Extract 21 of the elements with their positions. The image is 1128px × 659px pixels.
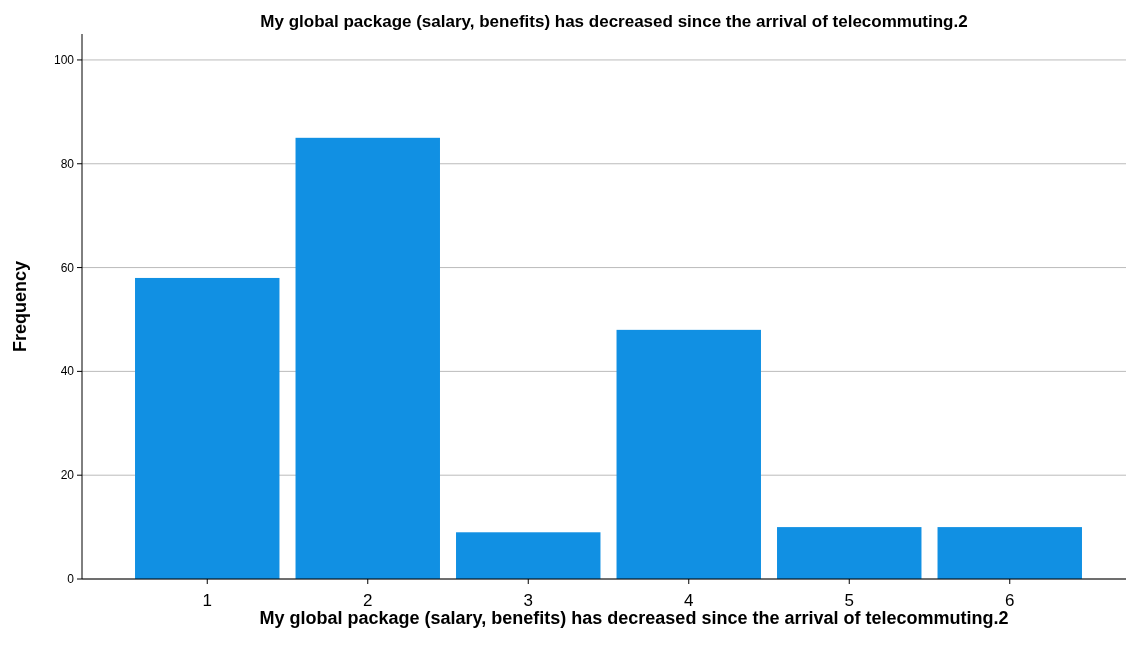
y-tick-label: 40	[60, 364, 75, 379]
bar	[937, 527, 1082, 579]
x-tick-label: 3	[523, 591, 533, 610]
x-tick-label: 2	[363, 591, 373, 610]
y-tick-label: 20	[60, 468, 75, 483]
bar	[295, 137, 440, 579]
bar	[616, 329, 761, 579]
bar	[777, 527, 922, 579]
x-tick-label: 4	[684, 591, 694, 610]
y-tick-label: 60	[60, 260, 75, 275]
bar	[135, 277, 280, 579]
y-axis-title: Frequency	[10, 260, 30, 353]
x-tick-label: 6	[1005, 591, 1015, 610]
y-tick-label: 80	[60, 156, 75, 171]
bar	[456, 532, 601, 579]
y-tick-label: 100	[53, 52, 75, 67]
x-tick-label: 1	[202, 591, 212, 610]
chart-title: My global package (salary, benefits) has decreased since the arrival of telecommuting.2	[260, 12, 968, 31]
x-tick-label: 5	[844, 591, 854, 610]
x-axis-title: My global package (salary, benefits) has decreased since the arrival of telecommuting.2	[259, 608, 1009, 628]
y-tick-label: 0	[67, 572, 75, 586]
